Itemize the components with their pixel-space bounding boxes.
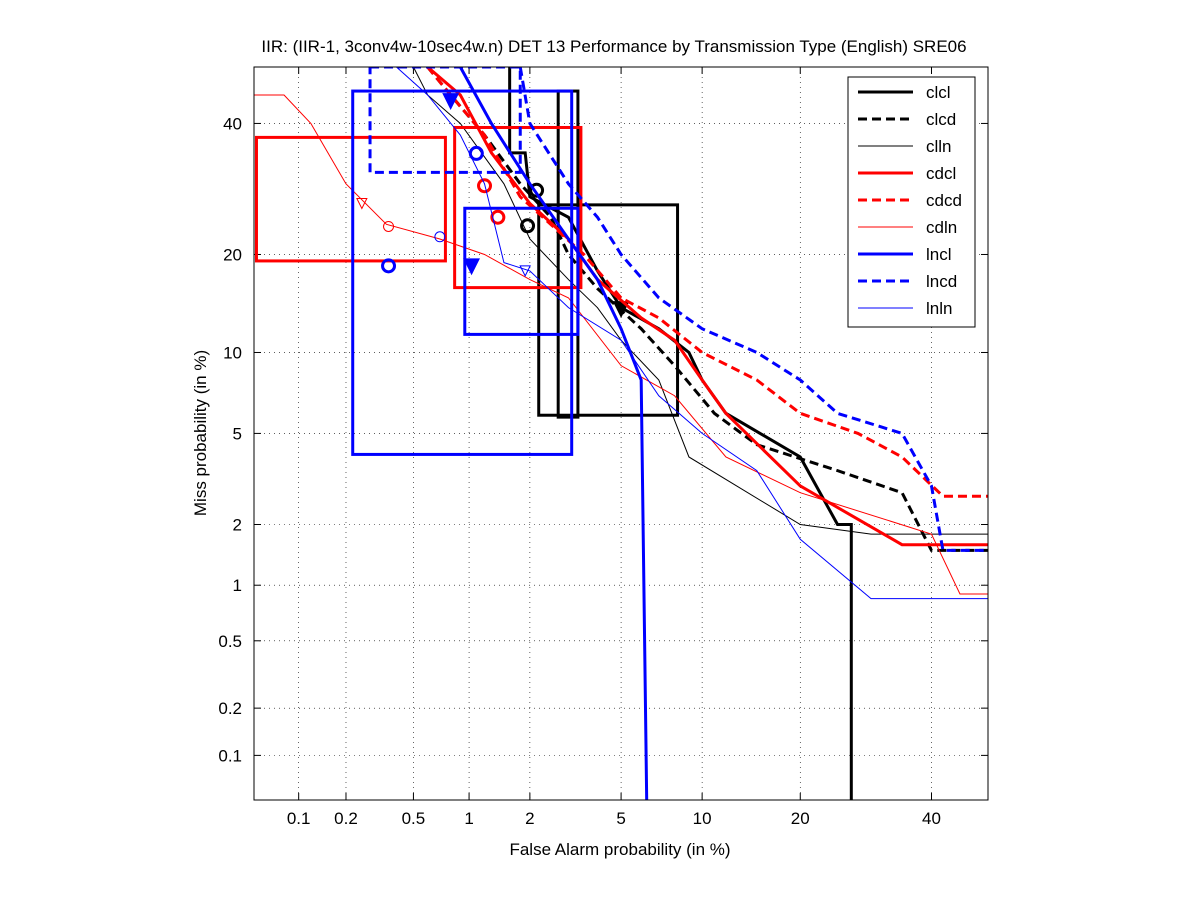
legend-label: cdcd <box>926 191 962 210</box>
marker <box>463 258 480 276</box>
x-tick-label: 20 <box>791 809 810 828</box>
legend-label: clln <box>926 137 952 156</box>
det-curve <box>396 67 988 600</box>
y-axis-label: Miss probability (in %) <box>191 350 210 516</box>
x-tick-label: 0.2 <box>334 809 358 828</box>
marker <box>490 209 506 225</box>
chart-title: IIR: (IIR-1, 3conv4w-10sec4w.n) DET 13 P… <box>261 37 966 56</box>
marker <box>356 198 368 210</box>
marker <box>442 93 460 110</box>
confidence-box <box>368 67 522 174</box>
det-curve <box>426 67 988 547</box>
x-tick-label: 0.1 <box>287 809 311 828</box>
det-curve <box>426 67 988 552</box>
det-curve <box>459 67 649 800</box>
marker <box>468 145 484 161</box>
det-curve <box>426 67 988 498</box>
marker <box>434 231 446 243</box>
legend-label: clcl <box>926 83 951 102</box>
y-tick-label: 0.2 <box>218 699 242 718</box>
axes-frame <box>253 66 989 801</box>
x-tick-label: 0.5 <box>402 809 426 828</box>
x-tick-label: 5 <box>616 809 625 828</box>
marker <box>519 265 531 278</box>
marker <box>383 220 395 232</box>
legend-label: clcd <box>926 110 956 129</box>
y-tick-label: 40 <box>223 114 242 133</box>
y-tick-label: 0.1 <box>218 746 242 765</box>
marker <box>529 182 545 198</box>
confidence-box <box>254 135 447 263</box>
confidence-box <box>351 89 574 456</box>
y-tick-label: 2 <box>233 515 242 534</box>
marker <box>381 258 397 274</box>
y-tick-label: 5 <box>233 424 242 443</box>
legend-label: cdcl <box>926 164 956 183</box>
det-curve <box>412 67 988 535</box>
y-tick-label: 1 <box>233 576 242 595</box>
legend-label: lncl <box>926 245 952 264</box>
legend-label: lnln <box>926 299 952 318</box>
x-tick-label: 10 <box>693 809 712 828</box>
y-tick-label: 20 <box>223 245 242 264</box>
y-tick-label: 10 <box>223 343 242 362</box>
marker <box>520 218 536 234</box>
legend-box <box>847 76 976 328</box>
y-tick-label: 0.5 <box>218 632 242 651</box>
legend-label: lncd <box>926 272 957 291</box>
x-tick-label: 1 <box>464 809 473 828</box>
x-tick-label: 2 <box>525 809 534 828</box>
legend-label: cdln <box>926 218 957 237</box>
det-curve <box>518 67 988 552</box>
confidence-box <box>453 125 583 290</box>
marker <box>477 178 493 194</box>
x-tick-label: 40 <box>922 809 941 828</box>
x-axis-label: False Alarm probability (in %) <box>509 840 730 859</box>
confidence-box <box>463 206 580 336</box>
plot-area <box>254 67 988 800</box>
